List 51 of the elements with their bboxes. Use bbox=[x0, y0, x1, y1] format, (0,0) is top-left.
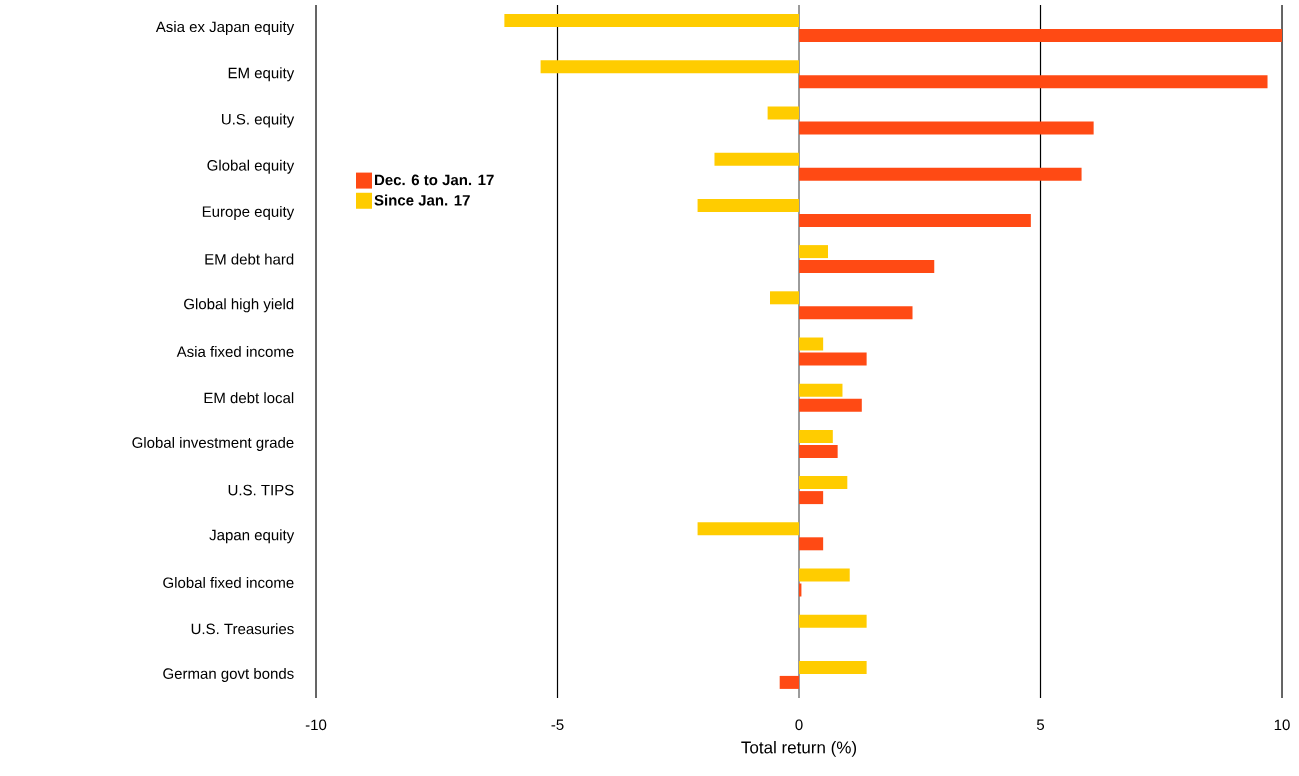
bar bbox=[714, 152, 800, 166]
y-tick-label: Japan equity bbox=[209, 529, 295, 544]
y-tick-label: German govt bonds bbox=[163, 667, 294, 682]
bar bbox=[799, 75, 1268, 89]
bar bbox=[799, 167, 1082, 181]
bar bbox=[697, 198, 800, 212]
x-tick-label: 0 bbox=[795, 719, 803, 731]
y-tick-label: EM equity bbox=[228, 67, 295, 82]
y-tick-label: Global fixed income bbox=[163, 576, 294, 589]
bar bbox=[799, 491, 824, 505]
bar bbox=[770, 291, 800, 305]
y-tick-label: Global equity bbox=[207, 159, 295, 174]
y-tick-label: EM debt hard bbox=[205, 253, 294, 265]
y-tick-label: EM debt local bbox=[204, 392, 294, 404]
bar bbox=[799, 429, 833, 443]
bar bbox=[799, 121, 1094, 135]
bar bbox=[697, 522, 800, 536]
bar bbox=[799, 614, 867, 628]
y-tick-label: Global investment grade bbox=[132, 436, 294, 451]
y-tick-label: U.S. Treasuries bbox=[191, 623, 294, 635]
x-tick-label: 5 bbox=[1036, 719, 1045, 730]
legend-label: Since Jan. 17 bbox=[374, 194, 470, 206]
bar bbox=[799, 306, 913, 320]
legend-label: Dec. 6 to Jan. 17 bbox=[375, 174, 494, 186]
x-tick-label: 10 bbox=[1274, 719, 1290, 731]
y-tick-label: U.S. equity bbox=[222, 113, 295, 128]
x-tick-label: -10 bbox=[305, 719, 327, 731]
bar bbox=[799, 29, 1283, 43]
bar bbox=[779, 675, 800, 689]
bar bbox=[767, 106, 800, 120]
x-axis-title: Total return (%) bbox=[741, 740, 857, 757]
bar bbox=[799, 260, 935, 274]
y-tick-label: Europe equity bbox=[202, 205, 295, 220]
bar bbox=[540, 60, 800, 74]
bar bbox=[799, 245, 828, 259]
bar bbox=[799, 383, 843, 397]
bar bbox=[799, 337, 824, 351]
bar bbox=[799, 568, 850, 582]
x-tick-label: -5 bbox=[551, 719, 564, 730]
bar bbox=[504, 14, 800, 28]
bar bbox=[799, 537, 824, 551]
y-tick-label: Asia fixed income bbox=[176, 345, 294, 358]
bar bbox=[799, 213, 1031, 227]
y-tick-label: U.S. TIPS bbox=[228, 484, 294, 496]
bar bbox=[799, 352, 867, 366]
bar bbox=[799, 660, 867, 674]
bar bbox=[799, 398, 862, 412]
y-tick-label: Global high yield bbox=[184, 298, 294, 313]
bar bbox=[799, 444, 838, 458]
bar bbox=[799, 476, 848, 490]
y-tick-label: Asia ex Japan equity bbox=[155, 21, 295, 36]
